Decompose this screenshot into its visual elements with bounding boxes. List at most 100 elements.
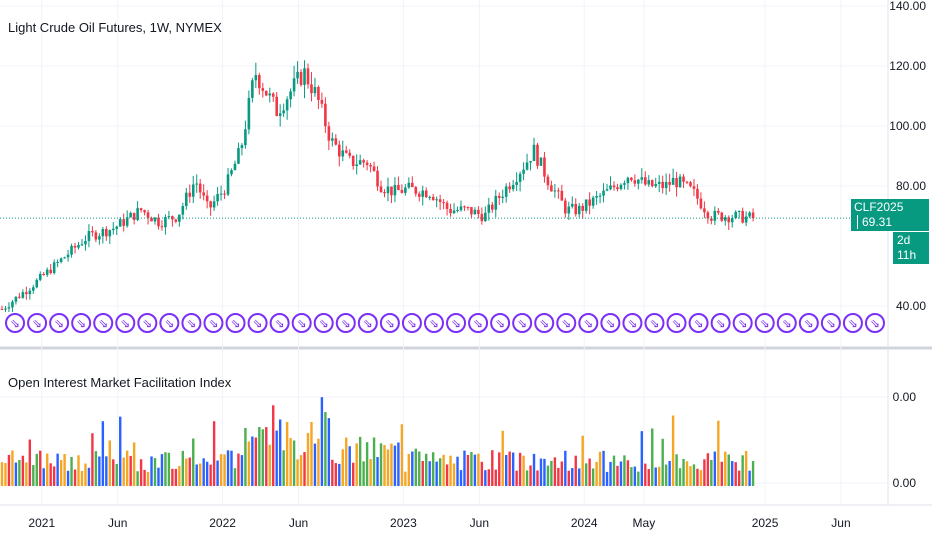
candle-body [198,183,202,193]
indicator-bar [425,453,428,486]
candle-body [122,219,126,226]
candle-body [167,216,171,218]
candle-body [296,71,299,79]
candle-body [560,190,564,201]
indicator-bar [574,455,577,486]
candle-body [292,78,296,92]
candle-body [45,269,49,275]
candle-body [98,236,101,240]
candle-body [588,199,591,206]
indicator-bar [595,461,598,486]
event-marker [27,313,48,333]
event-marker [71,313,92,333]
x-tick-label: Jun [470,516,489,530]
indicator-bar [105,456,108,486]
axes: 140.00 120.00 100.00 80.00 40.00 0.00 0.00 2021… [28,0,926,530]
event-marker-glyph: ⇘ [627,317,637,331]
candle-body [734,211,737,219]
indicator-bar [77,455,80,486]
event-marker-glyph: ⇘ [54,317,64,331]
candle-body [414,187,418,194]
indicator-bar [49,463,52,486]
candle-body [42,273,46,275]
indicator-bar [438,458,442,486]
candle-body [188,192,192,197]
candle-body [623,183,626,185]
candle-body [678,176,682,188]
indicator-bar [442,454,445,486]
candle-body [595,196,598,198]
indicator-bar [609,461,612,486]
x-tick-label: Jun [831,516,850,530]
candle-body [633,180,637,184]
indicator-bar [115,464,118,486]
indicator-bar [216,460,219,486]
indicator-bar [494,469,497,486]
event-marker [93,313,114,333]
candle-body [244,129,247,146]
candle-body [136,208,139,221]
candle-body [101,228,105,237]
indicator-bar [265,427,268,486]
indicator-bar [143,469,146,486]
candle-body [251,80,254,98]
candle-body [174,219,178,222]
indicator-bar [150,456,153,486]
candle-body [508,186,511,190]
candle-body [591,197,595,206]
indicator-bar [407,453,411,486]
indicator-bar [720,461,723,486]
indicator-bar [532,453,536,486]
event-marker-glyph: ⇘ [738,317,748,331]
indicator-bar [32,465,35,486]
indicator-bar [341,449,344,486]
candle-body [675,177,678,188]
indicator-bar [35,453,38,486]
candle-body [171,216,174,220]
event-marker-glyph: ⇘ [142,317,152,331]
candle-body [424,190,428,198]
candle-body [73,245,77,248]
candle-body [490,204,494,210]
candle-body [741,210,744,223]
indicator-bar [515,470,518,486]
y-tick-label: 40.00 [896,299,926,313]
indicator-bar [282,450,285,486]
indicator-bar [612,455,616,486]
candle-body [435,199,438,201]
indicator-bar [358,436,362,486]
indicator-bar [543,458,546,486]
candle-body [289,91,292,100]
candle-body [278,113,282,116]
candle-body [417,193,421,197]
indicator-bar [292,440,296,486]
candle-body [191,184,195,197]
indicator-bar [376,457,379,486]
event-marker-glyph: ⇘ [341,317,351,331]
indicator-bar [584,463,588,486]
candle-body [230,170,233,175]
indicator-bar [393,445,397,486]
indicator-bar [362,461,365,486]
x-tick-label: Jun [289,516,308,530]
indicator-bar [602,450,605,486]
indicator-bar [369,459,372,486]
candle-body [365,162,369,166]
indicator-bar [685,461,689,486]
candle-body [219,193,223,195]
candle-body [751,212,755,219]
candle-body [205,195,209,202]
event-marker [842,313,863,333]
candle-body [431,196,435,201]
event-marker [864,313,885,333]
candle-body [178,214,181,222]
candle-body [421,190,425,197]
indicator-bar [744,451,748,486]
indicator-bar [80,470,84,486]
badge-price: 69.31 [857,215,893,229]
candle-body [744,216,748,223]
candle-body [577,205,581,215]
indicator-bar [338,463,341,486]
candle-body [111,228,115,231]
indicator-bar [536,470,539,486]
